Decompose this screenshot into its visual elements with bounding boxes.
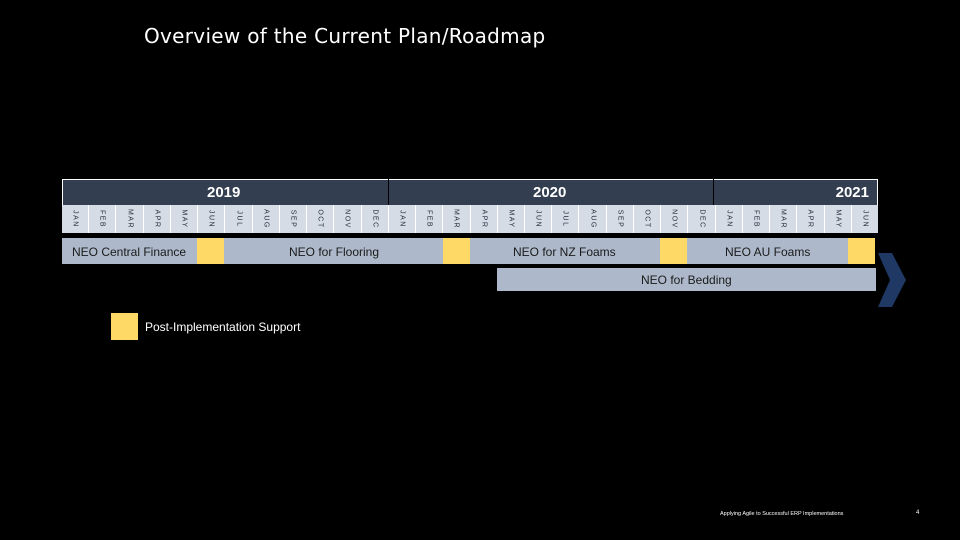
month-label: JAN (398, 210, 406, 228)
month-cell: JUN (851, 205, 879, 233)
month-cell: MAY (824, 205, 852, 233)
month-cell: DEC (361, 205, 389, 233)
month-label: APR (480, 209, 488, 229)
month-cell: JUN (198, 205, 226, 233)
month-label: MAY (180, 209, 188, 229)
month-cell: OCT (633, 205, 662, 233)
month-cell: OCT (307, 205, 335, 233)
month-label: MAY (507, 209, 515, 229)
month-label: NOV (343, 209, 351, 229)
month-label: JAN (725, 210, 733, 228)
year-label-2019: 2019 (207, 184, 241, 201)
label-central-finance: NEO Central Finance (72, 245, 187, 259)
month-cell: SEP (606, 205, 634, 233)
bar-nz-foams (470, 238, 660, 264)
month-cell: APR (143, 205, 171, 233)
month-cell: FEB (742, 205, 771, 233)
month-cell: MAY (497, 205, 525, 233)
month-cell: MAR (443, 205, 471, 233)
month-label: JUN (207, 209, 215, 229)
month-label: JUL (561, 210, 569, 228)
month-label: APR (806, 209, 814, 229)
month-cell: APR (470, 205, 498, 233)
month-cell: JUN (524, 205, 553, 233)
month-cell: MAY (170, 205, 199, 233)
month-label: JUN (534, 209, 542, 229)
bar-bedding (497, 268, 876, 291)
month-cell: JUL (225, 205, 253, 233)
bar-flooring (224, 238, 443, 264)
month-label: AUG (589, 209, 597, 229)
month-cell: NOV (334, 205, 362, 233)
label-au-foams: NEO AU Foams (725, 245, 811, 259)
footer-text: Applying Agile to Successful ERP Impleme… (720, 511, 844, 517)
support-block-nz-foams (660, 238, 687, 264)
legend-support-label: Post-Implementation Support (145, 320, 301, 334)
month-label: DEC (698, 209, 705, 229)
month-cell: FEB (89, 205, 117, 233)
month-label: DEC (371, 209, 379, 229)
bar-central-finance (62, 238, 197, 264)
year-header-2020: 2020 (389, 179, 713, 205)
year-label-2021: 2021 (835, 184, 869, 201)
support-block-flooring (443, 238, 470, 264)
month-row: JAN FEB MAR APR MAY JUN JUL AUG SEP OCT NOV DEC JAN F… (62, 205, 879, 233)
month-cell: JAN (715, 205, 743, 233)
month-cell: MAR (116, 205, 144, 233)
year-header-2019: 2019 (62, 179, 388, 205)
month-cell: JUL (552, 205, 580, 233)
month-label: MAR (779, 208, 787, 230)
month-label: APR (153, 209, 161, 229)
month-cell: JAN (388, 205, 417, 233)
month-label: JUL (235, 210, 243, 228)
month-cell: SEP (279, 205, 308, 233)
month-label: AUG (262, 209, 270, 229)
month-cell: DEC (688, 205, 716, 233)
month-cell: MAR (770, 205, 798, 233)
month-label: MAY (834, 209, 842, 229)
month-cell: AUG (252, 205, 280, 233)
month-label: MAR (452, 208, 460, 230)
month-label: FEB (425, 209, 433, 229)
month-cell: AUG (579, 205, 607, 233)
year-label-2020: 2020 (533, 184, 567, 201)
year-header-2021: 2021 (714, 179, 878, 205)
month-cell: APR (797, 205, 825, 233)
slide-title: Overview of the Current Plan/Roadmap (144, 24, 546, 48)
month-cell: JAN (62, 205, 90, 233)
month-label: JAN (71, 210, 79, 228)
page-number: 4 (916, 510, 920, 516)
month-label: OCT (316, 209, 324, 229)
month-cell: FEB (416, 205, 444, 233)
bar-au-foams (687, 238, 848, 264)
support-block-au-foams (848, 238, 875, 264)
label-nz-foams: NEO for NZ Foams (513, 245, 616, 259)
support-block-central-finance (197, 238, 224, 264)
legend-support-swatch (111, 313, 138, 340)
month-label: NOV (670, 209, 678, 229)
month-label: OCT (643, 209, 651, 229)
month-label: SEP (289, 209, 297, 229)
month-label: JUN (861, 209, 869, 229)
month-label: FEB (752, 209, 760, 229)
label-bedding: NEO for Bedding (641, 273, 732, 287)
month-label: SEP (616, 209, 624, 229)
continuation-arrow-icon (878, 253, 906, 307)
month-label: MAR (126, 208, 134, 230)
month-label: FEB (98, 209, 106, 229)
month-cell: NOV (661, 205, 689, 233)
label-flooring: NEO for Flooring (289, 245, 380, 259)
